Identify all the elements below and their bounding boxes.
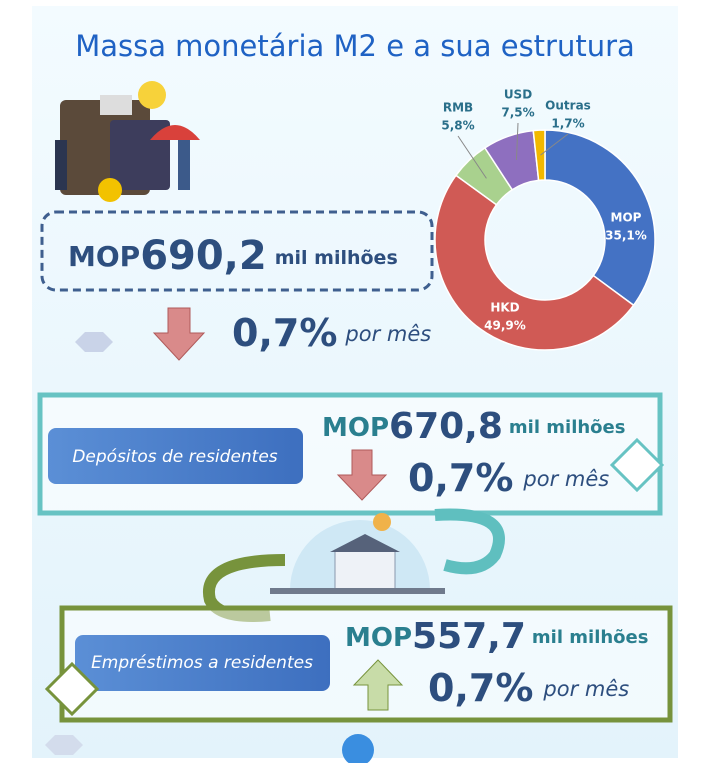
slice-label: Outras: [545, 99, 591, 113]
amount: 690,2: [140, 233, 267, 279]
unit: mil milhões: [275, 247, 398, 269]
down-arrow: [336, 449, 388, 501]
m2-value: MOP690,2 mil milhões: [68, 233, 398, 279]
slice-label: HKD: [490, 301, 519, 315]
slice: [544, 129, 656, 307]
slice-value: 7,5%: [501, 106, 534, 120]
slice-label: RMB: [443, 101, 473, 115]
unit: mil milhões: [509, 417, 626, 438]
change-unit: por mês: [344, 322, 431, 346]
slice-value: 5,8%: [441, 119, 474, 133]
slice: [434, 174, 635, 351]
leader-line: [540, 133, 569, 156]
slice: [532, 129, 546, 182]
change: 0,7%: [232, 311, 337, 355]
currency: MOP: [68, 240, 140, 273]
slice-label: USD: [504, 88, 532, 102]
amount: 670,8: [389, 406, 503, 447]
illustration: [55, 81, 200, 202]
up-arrow: [352, 659, 404, 711]
change: 0,7%: [428, 666, 533, 710]
change-unit: por mês: [542, 677, 629, 701]
deposits-value: MOP670,8 mil milhões: [322, 406, 625, 447]
currency: MOP: [345, 623, 412, 653]
change: 0,7%: [408, 456, 513, 500]
deposits-pill: [48, 428, 303, 484]
slice-label: MOP: [611, 211, 642, 225]
loans-value: MOP557,7 mil milhões: [345, 616, 648, 657]
icon: [44, 661, 100, 717]
leader-line: [515, 122, 519, 160]
loans-box: [59, 605, 673, 723]
slice-value: 35,1%: [605, 229, 647, 243]
slice-value: 49,9%: [484, 319, 526, 333]
title: Massa monetária M2 e a sua estrutura: [75, 29, 635, 63]
deposits-change: 0,7% por mês: [408, 456, 609, 500]
donut-chart: MOP 35,1% HKD 49,9% RMB 5,8% USD 7,5% Outras 1,7%: [434, 88, 656, 351]
deposits-label: Depósitos de residentes: [72, 447, 277, 467]
loans-pill: [75, 635, 330, 691]
amount: 557,7: [412, 616, 526, 657]
unit: mil milhões: [532, 627, 649, 648]
hexagon: [45, 735, 83, 755]
m2-box: [40, 210, 434, 292]
slice-value: 1,7%: [551, 117, 584, 131]
loans-change: 0,7% por mês: [428, 666, 629, 710]
decoration: [342, 734, 374, 763]
loans-label: Empréstimos a residentes: [91, 653, 313, 673]
currency: MOP: [322, 413, 389, 443]
icon: [609, 437, 665, 493]
hexagon: [75, 332, 113, 352]
change-unit: por mês: [522, 467, 609, 491]
leader-line: [457, 135, 487, 179]
down-arrow: [152, 307, 206, 361]
m2-change: 0,7% por mês: [232, 311, 431, 355]
